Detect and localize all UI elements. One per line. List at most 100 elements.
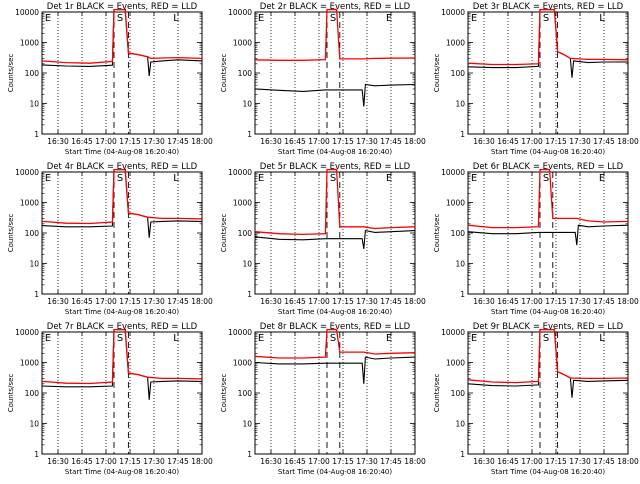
chart-title: Det 9r BLACK = Events, RED = LLD: [473, 322, 624, 332]
annotation-flag: E: [471, 13, 477, 24]
series-events-line: [254, 83, 416, 107]
x-tick-label: 17:45: [593, 457, 615, 466]
annotation-flag: L: [173, 13, 179, 24]
y-tick-label: 1: [460, 450, 465, 459]
y-tick-label: 100: [238, 229, 253, 238]
x-tick-label: 17:30: [143, 297, 165, 306]
x-tick-label: 17:45: [167, 297, 189, 306]
x-tick-label: 17:30: [143, 457, 165, 466]
x-tick-label: 17:15: [545, 297, 567, 306]
annotation-flag: E: [386, 13, 392, 24]
y-tick-label: 10: [455, 100, 465, 109]
x-tick-label: 16:45: [284, 457, 306, 466]
y-tick-label: 1000: [446, 39, 465, 48]
annotation-flag: S: [117, 13, 123, 24]
y-tick-label: 1000: [20, 359, 39, 368]
x-tick-label: 17:15: [119, 137, 141, 146]
y-tick-label: 10000: [441, 8, 465, 17]
y-tick-label: 100: [238, 389, 253, 398]
chart-panel-7: Det 7r BLACK = Events, RED = LLD 1 10 100 10…: [7, 322, 213, 476]
x-tick-label: 17:00: [521, 457, 543, 466]
x-tick-label: 17:45: [380, 137, 402, 146]
annotation-flag: E: [45, 333, 51, 344]
chart-panel-6: Det 6r BLACK = Events, RED = LLD 1 10 100 10…: [433, 162, 639, 316]
y-tick-label: 10: [29, 420, 39, 429]
x-axis-label: Start Time (04-Aug-08 16:20:40): [278, 308, 392, 316]
chart-panel-4: Det 4r BLACK = Events, RED = LLD 1 10 100 10…: [7, 162, 213, 316]
series-events-line: [467, 224, 629, 246]
y-axis-label: Counts/sec: [433, 374, 441, 413]
x-axis-label: Start Time (04-Aug-08 16:20:40): [278, 148, 392, 156]
x-tick-label: 16:30: [260, 137, 282, 146]
x-tick-label: 18:00: [617, 297, 639, 306]
annotation-flag: E: [386, 333, 392, 344]
y-tick-label: 10000: [441, 168, 465, 177]
annotation-flag: S: [330, 333, 336, 344]
x-tick-label: 18:00: [191, 137, 213, 146]
x-tick-label: 17:00: [308, 457, 330, 466]
chart-title: Det 1r BLACK = Events, RED = LLD: [47, 2, 198, 12]
x-tick-label: 18:00: [404, 297, 426, 306]
y-tick-label: 1000: [233, 359, 252, 368]
y-tick-label: 10: [242, 100, 252, 109]
x-tick-label: 18:00: [617, 457, 639, 466]
x-tick-label: 16:45: [497, 137, 519, 146]
x-tick-label: 17:30: [143, 137, 165, 146]
chart-title: Det 7r BLACK = Events, RED = LLD: [47, 322, 198, 332]
x-tick-label: 17:30: [356, 297, 378, 306]
x-tick-label: 17:00: [308, 137, 330, 146]
annotation-flag: E: [386, 173, 392, 184]
y-axis-label: Counts/sec: [7, 374, 15, 413]
y-tick-label: 100: [451, 229, 466, 238]
annotation-flag: E: [258, 333, 264, 344]
x-tick-label: 17:45: [593, 297, 615, 306]
y-tick-label: 10: [29, 260, 39, 269]
chart-panel-3: Det 3r BLACK = Events, RED = LLD 1 10 100 10…: [433, 2, 639, 156]
chart-panel-8: Det 8r BLACK = Events, RED = LLD 1 10 100 10…: [220, 322, 426, 476]
series-lld-line: [41, 168, 203, 225]
x-tick-label: 17:15: [332, 137, 354, 146]
x-tick-label: 17:00: [95, 297, 117, 306]
annotation-flag: E: [258, 173, 264, 184]
annotation-flag: L: [173, 333, 179, 344]
annotation-flag: E: [599, 173, 605, 184]
y-tick-label: 1000: [20, 39, 39, 48]
x-axis-label: Start Time (04-Aug-08 16:20:40): [278, 468, 392, 476]
chart-title: Det 5r BLACK = Events, RED = LLD: [260, 162, 411, 172]
x-tick-label: 17:45: [380, 297, 402, 306]
x-tick-label: 16:30: [47, 457, 69, 466]
x-tick-label: 16:30: [260, 297, 282, 306]
chart-title: Det 3r BLACK = Events, RED = LLD: [473, 2, 624, 12]
annotation-flag: L: [173, 173, 179, 184]
chart-panel-2: Det 2r BLACK = Events, RED = LLD 1 10 100 10…: [220, 2, 426, 156]
x-tick-label: 17:30: [569, 137, 591, 146]
y-tick-label: 1000: [233, 39, 252, 48]
annotation-flag: S: [117, 333, 123, 344]
y-tick-label: 100: [238, 69, 253, 78]
x-tick-label: 18:00: [191, 457, 213, 466]
x-tick-label: 17:15: [119, 297, 141, 306]
x-tick-label: 16:45: [71, 297, 93, 306]
x-tick-label: 16:45: [497, 457, 519, 466]
annotation-flag: S: [543, 173, 549, 184]
y-axis-label: Counts/sec: [433, 54, 441, 93]
y-tick-label: 1000: [233, 199, 252, 208]
series-lld-line: [41, 8, 203, 64]
series-lld-line: [467, 168, 629, 229]
y-tick-label: 1: [34, 130, 39, 139]
x-tick-label: 16:30: [473, 297, 495, 306]
x-tick-label: 17:15: [332, 457, 354, 466]
x-tick-label: 17:30: [569, 457, 591, 466]
chart-title: Det 4r BLACK = Events, RED = LLD: [47, 162, 198, 172]
x-tick-label: 16:45: [71, 457, 93, 466]
chart-title: Det 8r BLACK = Events, RED = LLD: [260, 322, 411, 332]
x-tick-label: 17:00: [521, 137, 543, 146]
y-tick-label: 10000: [441, 328, 465, 337]
y-tick-label: 10: [455, 420, 465, 429]
y-tick-label: 10: [242, 420, 252, 429]
y-tick-label: 10000: [15, 8, 39, 17]
x-tick-label: 17:15: [545, 457, 567, 466]
x-tick-label: 17:45: [380, 457, 402, 466]
x-tick-label: 17:00: [95, 457, 117, 466]
